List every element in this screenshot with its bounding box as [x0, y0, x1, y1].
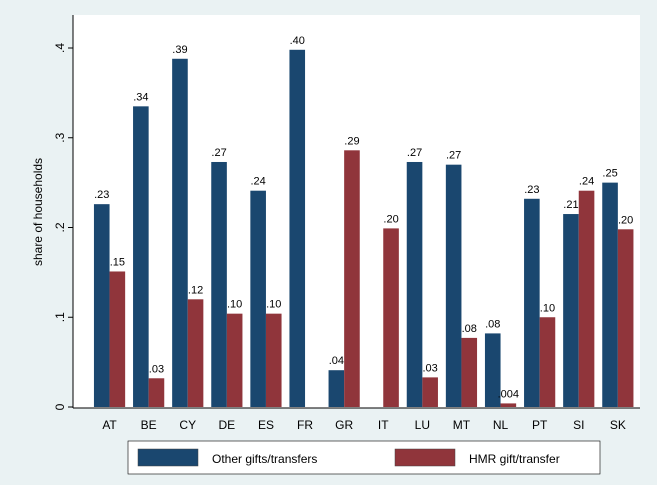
bar: [461, 337, 478, 407]
value-label: .20: [383, 213, 398, 225]
bar: [602, 182, 618, 407]
bar: [563, 214, 579, 407]
value-label: .23: [524, 184, 539, 196]
bar: [539, 317, 556, 407]
bar: [109, 271, 126, 407]
value-label: .29: [344, 135, 359, 147]
y-tick-label: .1: [53, 312, 67, 322]
x-tick-label: SI: [573, 418, 584, 432]
y-tick-label: .4: [53, 43, 67, 53]
value-label: .20: [618, 214, 633, 226]
x-tick-label: CY: [179, 418, 196, 432]
legend: [127, 440, 601, 475]
x-tick-label: ES: [258, 418, 274, 432]
bar: [500, 403, 517, 407]
bar: [484, 333, 501, 407]
value-label: .03: [149, 363, 164, 375]
value-label: .10: [266, 299, 281, 311]
bar: [578, 190, 595, 407]
value-label: .08: [485, 318, 500, 330]
y-tick-label: .3: [53, 132, 67, 142]
bar: [617, 229, 634, 407]
value-label: .21: [563, 199, 578, 211]
value-label: .27: [211, 147, 226, 159]
bar: [406, 161, 423, 407]
x-tick-label: MT: [453, 418, 471, 432]
value-label: .10: [227, 299, 242, 311]
y-tick-label: .2: [53, 222, 67, 232]
bar: [133, 106, 149, 408]
bar: [93, 204, 110, 407]
value-label: .27: [407, 147, 422, 159]
x-tick-label: PT: [532, 418, 548, 432]
bar: [172, 58, 188, 408]
x-tick-label: NL: [493, 418, 509, 432]
legend-swatch: [394, 448, 456, 467]
value-label: .23: [94, 189, 109, 201]
value-label: .34: [133, 91, 148, 103]
value-label: .25: [602, 168, 617, 180]
legend-swatch: [137, 448, 199, 467]
bar: [148, 378, 165, 407]
value-label: .12: [188, 284, 203, 296]
x-tick-label: IT: [378, 418, 389, 432]
bar: [211, 161, 227, 407]
bar: [265, 313, 282, 407]
bar: [328, 370, 345, 407]
bar: [187, 299, 204, 407]
bar: [289, 49, 306, 408]
value-label: .03: [423, 362, 438, 374]
x-tick-label: DE: [219, 418, 236, 432]
bar: [383, 228, 399, 407]
value-label: .24: [579, 176, 594, 188]
value-label: .04: [329, 355, 344, 367]
bar: [422, 377, 438, 407]
x-tick-label: FR: [297, 418, 313, 432]
x-tick-label: SK: [610, 418, 626, 432]
x-tick-label: BE: [141, 418, 157, 432]
bar: [524, 198, 540, 407]
value-label: .10: [540, 302, 555, 314]
legend-label: Other gifts/transfers: [212, 452, 317, 466]
bar: [344, 150, 360, 407]
bar: [250, 190, 266, 407]
y-axis-title: share of households: [31, 158, 45, 266]
value-label: .40: [290, 35, 305, 47]
bar: [226, 313, 243, 407]
x-tick-label: GR: [335, 418, 353, 432]
legend-label: HMR gift/transfer: [469, 452, 560, 466]
y-tick-label: 0: [53, 403, 67, 410]
value-label: .39: [172, 44, 187, 56]
value-label: .27: [446, 150, 461, 162]
value-label: .15: [110, 256, 125, 268]
bar: [445, 164, 462, 407]
x-tick-label: AT: [102, 418, 117, 432]
value-label: .004: [498, 388, 519, 400]
value-label: .08: [462, 323, 477, 335]
x-tick-label: LU: [415, 418, 430, 432]
value-label: .24: [251, 176, 266, 188]
